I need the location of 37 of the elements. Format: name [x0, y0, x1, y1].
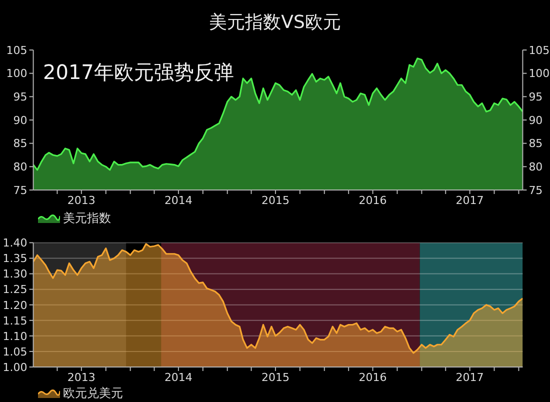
x-tick-label: 2013	[67, 194, 96, 207]
x-tick-label: 2016	[358, 194, 387, 207]
y-tick-label: 1.15	[2, 314, 28, 328]
x-tick-label: 2016	[358, 370, 387, 384]
x-tick-label: 2014	[164, 370, 192, 384]
legend-label: 欧元兑美元	[63, 386, 123, 400]
y-tick-label: 1.40	[2, 236, 28, 250]
x-tick-label: 2017	[456, 370, 484, 384]
y-tick-label: 100	[6, 67, 28, 80]
y-tick-label: 1.20	[2, 298, 28, 312]
y-tick-label: 1.10	[2, 330, 28, 343]
y2-tick-label: 100	[528, 67, 550, 80]
y-tick-label: 1.35	[2, 252, 28, 266]
legend-label: 美元指数	[63, 211, 111, 225]
x-tick-label: 2014	[164, 194, 192, 207]
x-tick-label: 2017	[456, 194, 484, 207]
y-tick-label: 90	[13, 114, 28, 127]
y-tick-label: 95	[13, 90, 28, 104]
y-tick-label: 85	[13, 137, 28, 150]
y2-tick-label: 75	[528, 184, 543, 197]
y2-tick-label: 90	[528, 114, 543, 127]
y2-tick-label: 105	[528, 44, 550, 57]
y-tick-label: 80	[13, 160, 28, 174]
y2-tick-label: 95	[528, 90, 543, 104]
x-tick-label: 2015	[261, 370, 290, 384]
y-tick-label: 1.30	[2, 268, 28, 281]
y2-tick-label: 85	[528, 137, 543, 150]
annotation: 2017年欧元强势反弹	[43, 60, 234, 84]
y-tick-label: 75	[13, 184, 28, 197]
y-tick-label: 1.00	[2, 360, 28, 374]
y2-tick-label: 80	[528, 160, 543, 174]
x-tick-label: 2015	[261, 194, 290, 207]
y-tick-label: 105	[6, 44, 28, 57]
x-tick-label: 2013	[67, 370, 96, 384]
y-tick-label: 1.25	[2, 283, 28, 296]
chart-title: 美元指数VS欧元	[208, 12, 342, 34]
y-tick-label: 1.05	[2, 345, 28, 358]
